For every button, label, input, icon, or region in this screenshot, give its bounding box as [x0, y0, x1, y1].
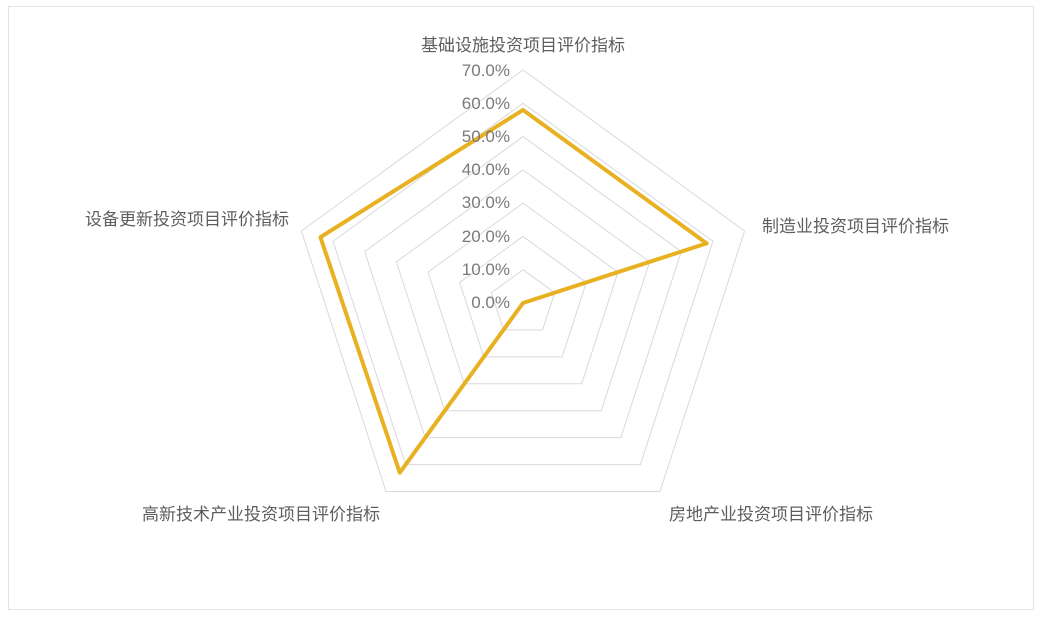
radar-gridlines [300, 69, 746, 492]
radial-tick-10: 10.0% [462, 260, 510, 279]
radial-tick-50: 50.0% [462, 127, 510, 146]
grid-ring-10 [490, 269, 556, 331]
category-label-real-estate: 房地产业投资项目评价指标 [669, 505, 873, 524]
category-labels: 基础设施投资项目评价指标 制造业投资项目评价指标 房地产业投资项目评价指标 高新… [85, 36, 949, 524]
grid-ring-70 [300, 69, 746, 492]
category-label-infrastructure: 基础设施投资项目评价指标 [421, 36, 625, 55]
grid-ring-20 [459, 235, 587, 358]
radar-series-group [318, 107, 709, 475]
radial-tick-0: 0.0% [471, 293, 510, 312]
category-label-equipment-renewal: 设备更新投资项目评价指标 [85, 210, 289, 229]
radial-tick-20: 20.0% [462, 227, 510, 246]
grid-ring-50 [364, 136, 682, 439]
category-label-high-tech: 高新技术产业投资项目评价指标 [142, 505, 380, 524]
radar-series-polygon [318, 107, 709, 475]
grid-ring-30 [427, 202, 619, 385]
grid-ring-60 [332, 102, 714, 466]
radial-tick-30: 30.0% [462, 193, 510, 212]
radial-tick-60: 60.0% [462, 94, 510, 113]
radial-tick-40: 40.0% [462, 160, 510, 179]
category-label-manufacturing: 制造业投资项目评价指标 [762, 217, 949, 236]
grid-ring-40 [395, 169, 651, 412]
radial-tick-70: 70.0% [462, 61, 510, 80]
radial-axis-ticks: 70.0% 60.0% 50.0% 40.0% 30.0% 20.0% 10.0… [462, 61, 510, 312]
